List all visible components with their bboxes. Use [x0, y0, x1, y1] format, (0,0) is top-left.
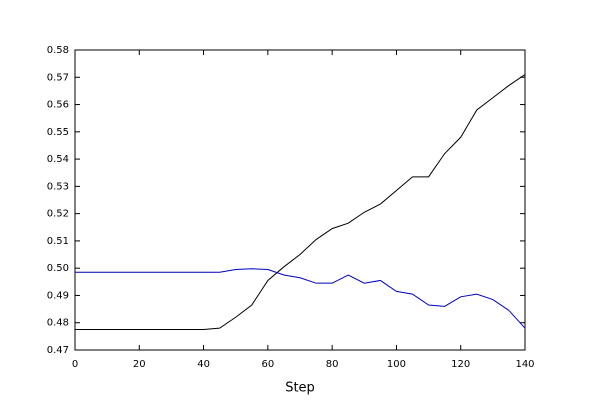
y-tick-label: 0.54 — [47, 154, 69, 165]
x-tick-label: 140 — [515, 359, 534, 370]
y-tick-label: 0.49 — [47, 290, 69, 301]
x-axis-label: Step — [285, 381, 315, 396]
x-tick-label: 100 — [387, 359, 406, 370]
x-tick-label: 40 — [197, 359, 210, 370]
series-line — [75, 268, 526, 329]
y-tick-label: 0.51 — [47, 236, 69, 247]
x-tick-label: 80 — [326, 359, 339, 370]
x-tick-label: 0 — [72, 359, 78, 370]
y-tick-label: 0.52 — [47, 209, 69, 220]
y-tick-label: 0.50 — [47, 263, 69, 274]
y-tick-label: 0.58 — [47, 45, 69, 56]
plot-frame — [74, 49, 526, 351]
x-tick-label: 60 — [261, 359, 274, 370]
y-tick-label: 0.57 — [47, 72, 69, 83]
x-tick-label: 20 — [133, 359, 146, 370]
y-tick-label: 0.48 — [47, 318, 69, 329]
y-tick-label: 0.53 — [47, 181, 69, 192]
y-tick-label: 0.56 — [47, 100, 69, 111]
y-tick-label: 0.55 — [47, 127, 69, 138]
y-tick-label: 0.47 — [47, 345, 69, 356]
x-tick-label: 120 — [451, 359, 470, 370]
series-line — [75, 74, 526, 331]
